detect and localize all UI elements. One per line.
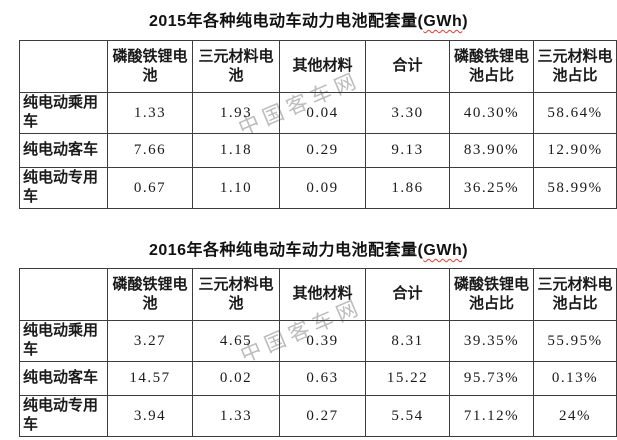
table-cell: 0.13% [533, 361, 617, 396]
table-cell: 0.27 [279, 395, 366, 437]
row-label-bus: 纯电动客车 [19, 133, 108, 168]
table-cell: 0.63 [279, 361, 366, 396]
column-header-ternary-share: 三元材料电池占比 [533, 268, 617, 321]
table-cell: 12.90% [533, 133, 617, 168]
title-text: ) [462, 242, 469, 259]
table-cell: 5.54 [365, 395, 450, 437]
table-cell: 0.09 [279, 167, 366, 209]
table-row: 纯电动客车 7.66 1.18 0.29 9.13 83.90% 12.90% [19, 133, 617, 168]
title-unit-gwh: GWh [423, 13, 463, 30]
table-cell: 36.25% [449, 167, 534, 209]
table-2015-title: 2015年各种纯电动车动力电池配套量(GWh) [0, 7, 617, 31]
table-cell: 71.12% [449, 395, 534, 437]
table-cell: 8.31 [365, 320, 450, 362]
column-header-ternary: 三元材料电池 [192, 40, 280, 93]
table-cell: 3.27 [107, 320, 193, 362]
table-cell: 0.39 [279, 320, 366, 362]
table-cell: 9.13 [365, 133, 450, 168]
table-cell: 83.90% [449, 133, 534, 168]
table-cell: 58.99% [533, 167, 617, 209]
table-2015: 磷酸铁锂电池 三元材料电池 其他材料 合计 磷酸铁锂电池占比 三元材料电池占比 … [19, 40, 617, 209]
table-cell: 95.73% [449, 361, 534, 396]
column-header-lfp-share: 磷酸铁锂电池占比 [449, 40, 534, 93]
table-row: 纯电动乘用车 1.33 1.93 0.04 3.30 40.30% 58.64% [19, 92, 617, 134]
table-row: 纯电动专用车 0.67 1.10 0.09 1.86 36.25% 58.99% [19, 167, 617, 209]
title-text: 2015年各种纯电动车动力电池配套量( [148, 13, 424, 30]
table-row: 纯电动专用车 3.94 1.33 0.27 5.54 71.12% 24% [19, 395, 617, 437]
column-header-other: 其他材料 [279, 40, 366, 93]
table-row: 纯电动客车 14.57 0.02 0.63 15.22 95.73% 0.13% [19, 361, 617, 396]
table-cell: 1.86 [365, 167, 450, 209]
row-label-special: 纯电动专用车 [19, 395, 108, 437]
table-header-row: 磷酸铁锂电池 三元材料电池 其他材料 合计 磷酸铁锂电池占比 三元材料电池占比 [19, 268, 617, 321]
table-cell: 0.67 [107, 167, 193, 209]
table-cell: 0.04 [279, 92, 366, 134]
table-cell: 1.18 [192, 133, 280, 168]
table-header-row: 磷酸铁锂电池 三元材料电池 其他材料 合计 磷酸铁锂电池占比 三元材料电池占比 [19, 40, 617, 93]
table-cell: 3.30 [365, 92, 450, 134]
column-header-empty [19, 268, 108, 321]
table-cell: 14.57 [107, 361, 193, 396]
row-label-passenger: 纯电动乘用车 [19, 92, 108, 134]
table-cell: 15.22 [365, 361, 450, 396]
table-cell: 1.10 [192, 167, 280, 209]
row-label-special: 纯电动专用车 [19, 167, 108, 209]
table-cell: 0.29 [279, 133, 366, 168]
column-header-lfp: 磷酸铁锂电池 [107, 40, 193, 93]
column-header-lfp-share: 磷酸铁锂电池占比 [449, 268, 534, 321]
table-cell: 1.33 [107, 92, 193, 134]
row-label-passenger: 纯电动乘用车 [19, 320, 108, 362]
column-header-empty [19, 40, 108, 93]
column-header-lfp: 磷酸铁锂电池 [107, 268, 193, 321]
table-cell: 55.95% [533, 320, 617, 362]
table-cell: 3.94 [107, 395, 193, 437]
table-cell: 4.65 [192, 320, 280, 362]
table-cell: 24% [533, 395, 617, 437]
column-header-ternary: 三元材料电池 [192, 268, 280, 321]
column-header-total: 合计 [365, 40, 450, 93]
table-2016-title: 2016年各种纯电动车动力电池配套量(GWh) [0, 236, 617, 260]
table-row: 纯电动乘用车 3.27 4.65 0.39 8.31 39.35% 55.95% [19, 320, 617, 362]
title-text: 2016年各种纯电动车动力电池配套量( [148, 242, 424, 259]
table-2016: 磷酸铁锂电池 三元材料电池 其他材料 合计 磷酸铁锂电池占比 三元材料电池占比 … [19, 268, 617, 437]
table-cell: 40.30% [449, 92, 534, 134]
column-header-total: 合计 [365, 268, 450, 321]
title-unit-gwh: GWh [423, 242, 463, 259]
table-cell: 7.66 [107, 133, 193, 168]
table-cell: 58.64% [533, 92, 617, 134]
table-cell: 1.93 [192, 92, 280, 134]
column-header-ternary-share: 三元材料电池占比 [533, 40, 617, 93]
table-cell: 0.02 [192, 361, 280, 396]
row-label-bus: 纯电动客车 [19, 361, 108, 396]
title-text: ) [462, 13, 469, 30]
column-header-other: 其他材料 [279, 268, 366, 321]
table-cell: 39.35% [449, 320, 534, 362]
table-cell: 1.33 [192, 395, 280, 437]
